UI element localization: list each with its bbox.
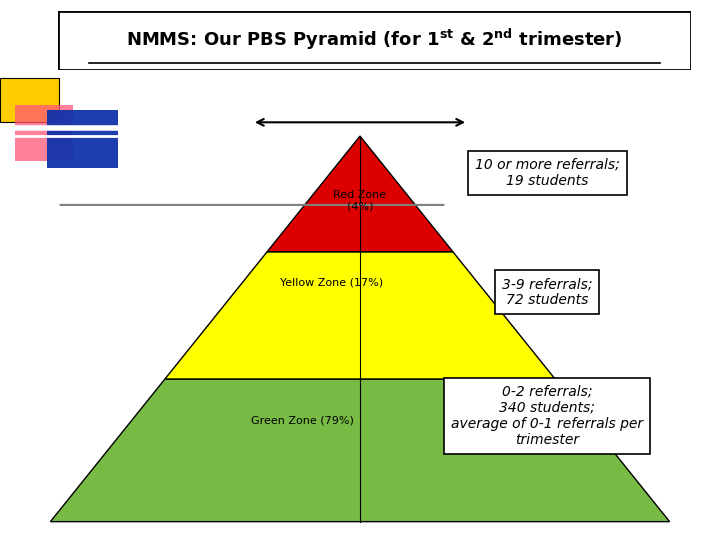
Text: Yellow Zone (17%): Yellow Zone (17%) [279,278,383,288]
Text: 10 or more referrals;
19 students: 10 or more referrals; 19 students [474,158,620,188]
FancyBboxPatch shape [58,11,691,70]
Polygon shape [50,379,670,522]
Text: 3-9 referrals;
72 students: 3-9 referrals; 72 students [502,277,593,307]
Bar [14,105,73,161]
Bar [47,110,117,168]
Polygon shape [267,136,453,252]
Bar [0,78,59,122]
Text: 0-2 referrals;
340 students;
average of 0-1 referrals per
trimester: 0-2 referrals; 340 students; average of … [451,385,643,447]
Polygon shape [165,252,555,379]
Text: Red Zone
(4%): Red Zone (4%) [333,190,387,211]
Text: Green Zone (79%): Green Zone (79%) [251,416,354,426]
Text: NMMS: Our PBS Pyramid (for 1$^\mathregular{st}$ & 2$^\mathregular{nd}$ trimester: NMMS: Our PBS Pyramid (for 1$^\mathregul… [126,26,623,52]
